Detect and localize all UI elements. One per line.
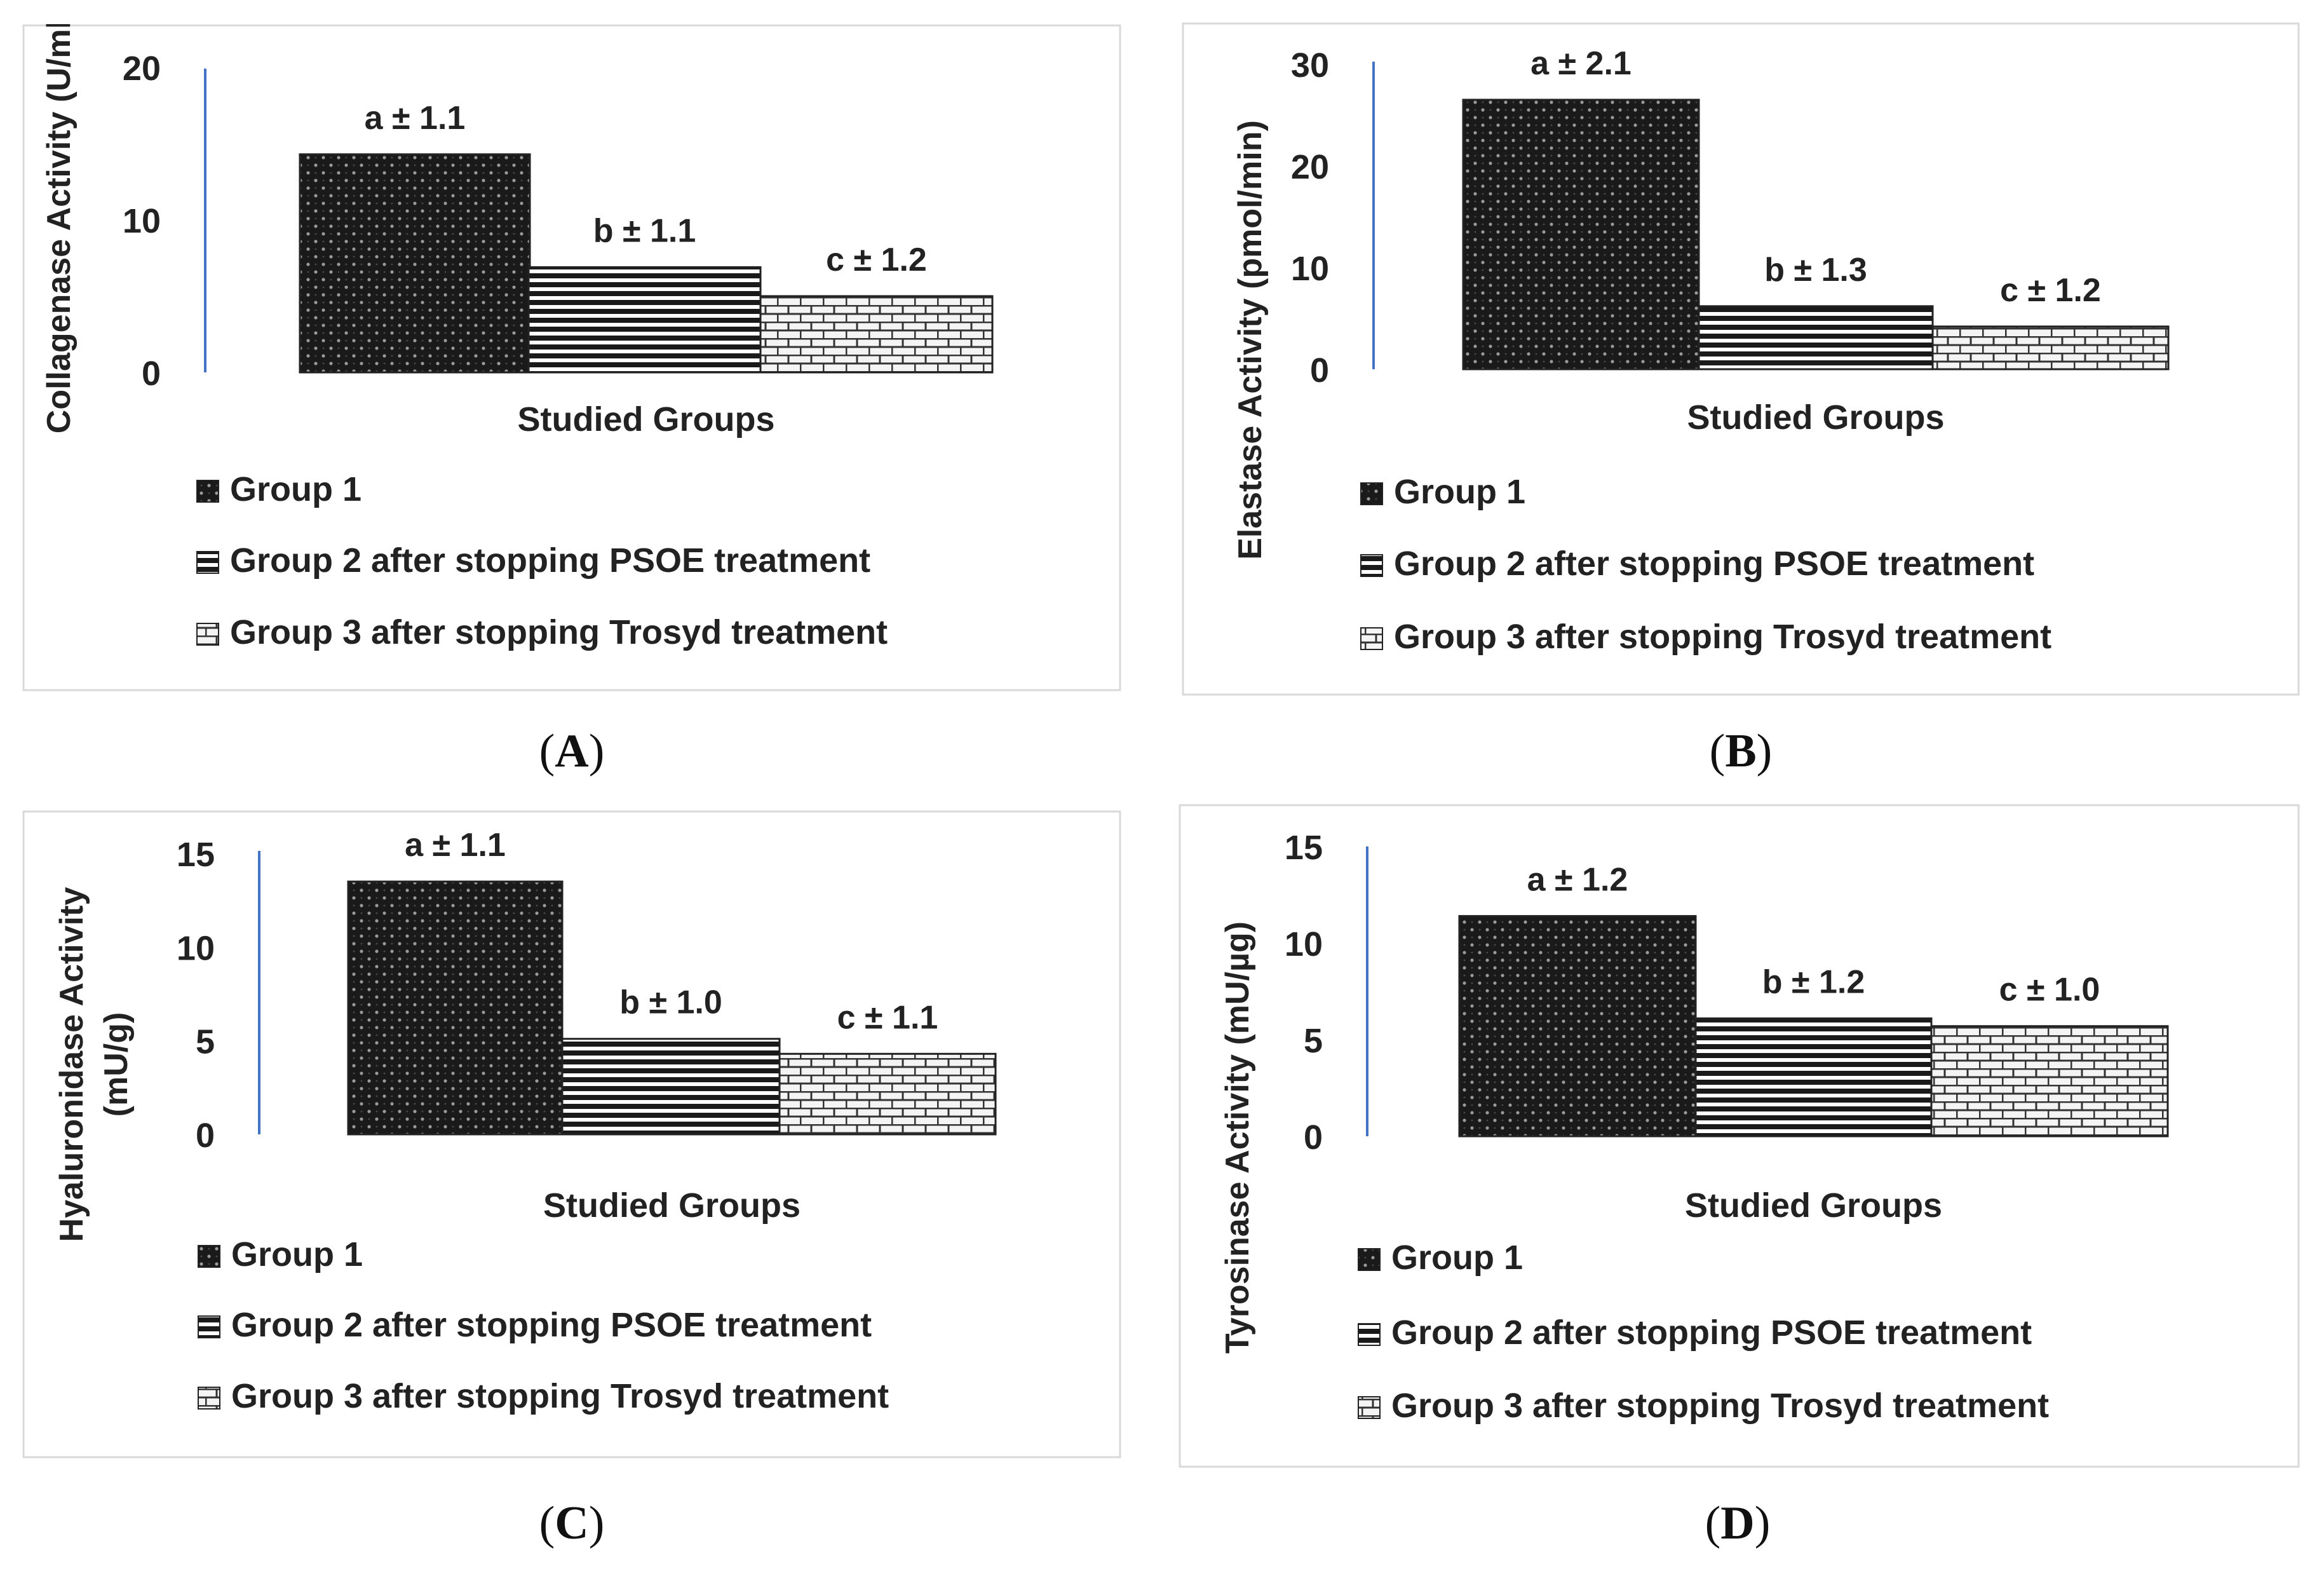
caption-b: (B) xyxy=(1709,725,1773,777)
legend-label: Group 3 after stopping Trosyd treatment xyxy=(231,1377,889,1415)
y-tick-label: 5 xyxy=(196,1023,215,1061)
x-axis-label: Studied Groups xyxy=(1685,1186,1942,1225)
y-tick-label: 0 xyxy=(142,355,161,393)
y-tick-label: 20 xyxy=(1291,148,1329,186)
bar xyxy=(561,1038,781,1136)
y-tick-label: 20 xyxy=(123,50,161,88)
chart-d: 0 5 10 15 Tyrosinase Activity (mU/µg) a ± 1.2… xyxy=(1179,804,2300,1468)
legend-swatch xyxy=(1358,1323,1381,1346)
legend-label: Group 1 xyxy=(1391,1239,1523,1277)
legend-swatch xyxy=(196,551,219,574)
x-axis-label: Studied Groups xyxy=(543,1186,801,1225)
y-tick-label: 10 xyxy=(1291,250,1329,288)
legend-label: Group 3 after stopping Trosyd treatment xyxy=(1391,1387,2049,1425)
chart-panel-c: 0 5 10 15 Hyaluronidase Activity (mU/g) a ± 1.… xyxy=(22,810,1121,1458)
legend-swatch xyxy=(1360,482,1383,505)
data-label: a ± 1.2 xyxy=(1527,861,1628,898)
caption-c: (C) xyxy=(539,1497,605,1549)
chart-panel-d: 0 5 10 15 Tyrosinase Activity (mU/µg) a ± 1.2… xyxy=(1179,804,2300,1468)
legend-swatch xyxy=(198,1245,220,1268)
data-label: a ± 1.1 xyxy=(365,100,466,137)
data-label: b ± 1.1 xyxy=(593,212,696,249)
y-tick-label: 10 xyxy=(123,202,161,240)
data-label: a ± 1.1 xyxy=(405,827,506,864)
bar xyxy=(1698,305,1934,370)
y-tick-label: 0 xyxy=(196,1117,215,1155)
legend-label: Group 3 after stopping Trosyd treatment xyxy=(1394,618,2051,656)
data-label: c ± 1.1 xyxy=(837,999,938,1036)
legend-swatch xyxy=(1360,627,1383,650)
data-label: b ± 1.0 xyxy=(619,984,722,1021)
y-tick-label: 15 xyxy=(177,836,215,874)
bar xyxy=(1930,1025,2169,1138)
x-axis-label: Studied Groups xyxy=(1687,398,1945,437)
bar xyxy=(1694,1017,1933,1138)
legend-swatch xyxy=(1360,554,1383,577)
y-tick-label: 10 xyxy=(177,929,215,967)
y-tick-label: 15 xyxy=(1285,829,1323,867)
bar xyxy=(1462,99,1700,370)
caption-d: (D) xyxy=(1705,1497,1771,1549)
bar xyxy=(1458,914,1697,1138)
chart-panel-b: 0 10 20 30 Elastase Activity (pmol/min) a ± 2… xyxy=(1182,22,2300,696)
bar xyxy=(527,266,762,374)
y-axis-label: Collagenase Activity (U/ml) xyxy=(41,24,78,433)
legend-swatch xyxy=(1358,1396,1381,1419)
caption-a: (A) xyxy=(539,725,605,777)
y-tick-label: 30 xyxy=(1291,46,1329,85)
legend-label: Group 2 after stopping PSOE treatment xyxy=(231,1306,872,1344)
y-tick-label: 0 xyxy=(1310,351,1329,390)
y-axis-label: Tyrosinase Activity (mU/µg) xyxy=(1219,921,1256,1354)
bar xyxy=(759,295,994,374)
legend-label: Group 2 after stopping PSOE treatment xyxy=(1394,545,2034,583)
legend-swatch xyxy=(1358,1248,1381,1271)
y-axis-label: Elastase Activity (pmol/min) xyxy=(1232,120,1269,560)
x-axis-label: Studied Groups xyxy=(518,400,775,438)
y-tick-label: 5 xyxy=(1304,1022,1323,1060)
legend-swatch xyxy=(196,480,219,503)
legend-label: Group 2 after stopping PSOE treatment xyxy=(1391,1314,2032,1352)
y-tick-label: 0 xyxy=(1304,1118,1323,1157)
data-label: a ± 2.1 xyxy=(1530,45,1632,82)
legend-swatch xyxy=(196,623,219,646)
chart-c: 0 5 10 15 Hyaluronidase Activity (mU/g) a ± 1.… xyxy=(22,810,1121,1458)
bar xyxy=(299,153,531,374)
chart-panel-a: 0 10 20 Collagenase Activity (U/ml) a ± 1.1 b… xyxy=(22,24,1121,691)
y-tick-label: 10 xyxy=(1285,925,1323,963)
legend-label: Group 2 after stopping PSOE treatment xyxy=(230,541,870,580)
legend-label: Group 1 xyxy=(1394,473,1525,511)
data-label: b ± 1.2 xyxy=(1762,964,1865,1001)
legend-swatch xyxy=(198,1315,220,1338)
data-label: b ± 1.3 xyxy=(1764,252,1867,289)
chart-a: 0 10 20 Collagenase Activity (U/ml) a ± 1.1 b… xyxy=(22,24,1121,691)
bar xyxy=(778,1052,997,1136)
legend-label: Group 1 xyxy=(231,1235,363,1274)
bar xyxy=(1931,325,2170,370)
data-label: c ± 1.2 xyxy=(826,241,927,278)
chart-b: 0 10 20 30 Elastase Activity (pmol/min) a ± 2… xyxy=(1182,22,2300,696)
legend-swatch xyxy=(198,1387,220,1410)
data-label: c ± 1.0 xyxy=(1999,972,2100,1009)
data-label: c ± 1.2 xyxy=(2000,272,2101,309)
bar xyxy=(347,880,564,1136)
y-axis-label: Hyaluronidase Activity (mU/g) xyxy=(53,887,135,1242)
legend-label: Group 3 after stopping Trosyd treatment xyxy=(230,613,888,651)
legend-label: Group 1 xyxy=(230,470,361,508)
